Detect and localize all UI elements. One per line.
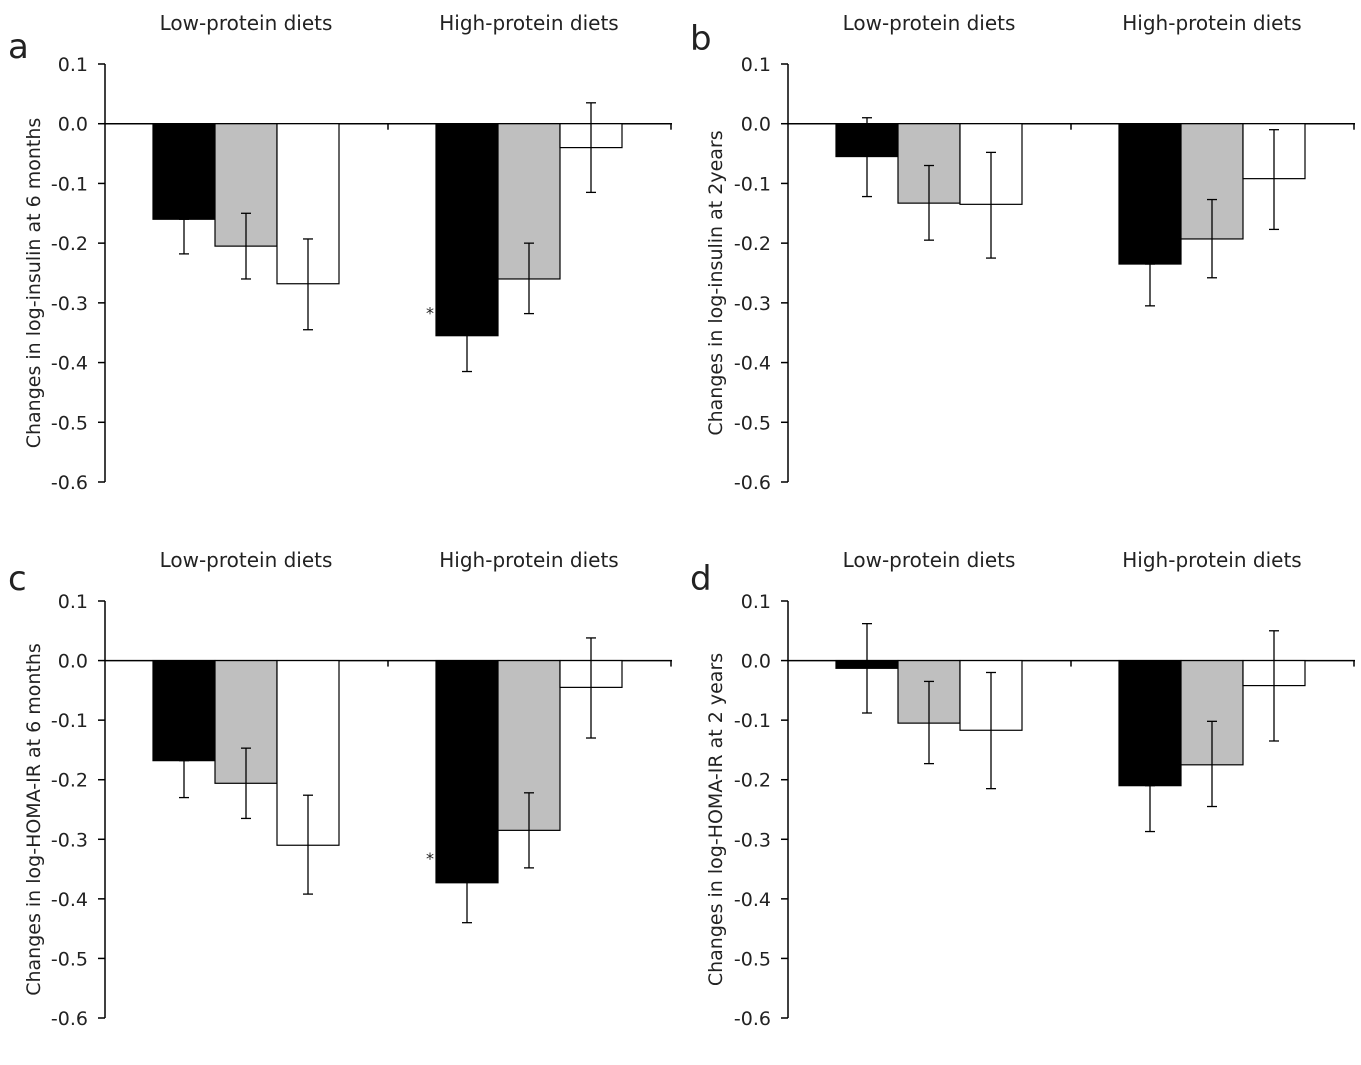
- y-tick-label: -0.2: [51, 233, 88, 255]
- y-tick-label: -0.5: [734, 412, 771, 434]
- y-tick-label: -0.3: [51, 293, 88, 315]
- significance-marker: *: [426, 849, 434, 868]
- y-tick-label: -0.3: [51, 829, 88, 851]
- y-axis-label: Changes in log-HOMA-IR at 6 months: [23, 643, 45, 996]
- panel-letter: c: [8, 559, 27, 599]
- y-tick-label: -0.3: [734, 293, 771, 315]
- y-tick-label: -0.2: [734, 233, 771, 255]
- y-tick-label: -0.1: [734, 173, 771, 195]
- y-axis-label: Changes in log-HOMA-IR at 2 years: [705, 653, 727, 986]
- category-label: Low-protein diets: [160, 11, 333, 35]
- y-tick-label: -0.4: [734, 353, 771, 375]
- panel-letter: d: [690, 559, 712, 599]
- y-tick-label: -0.1: [734, 710, 771, 732]
- y-tick-label: 0.0: [741, 114, 771, 136]
- y-tick-label: 0.1: [58, 591, 88, 613]
- panel-letter: b: [690, 19, 712, 59]
- y-tick-label: -0.5: [51, 948, 88, 970]
- significance-marker: *: [426, 303, 434, 322]
- y-tick-label: -0.6: [734, 472, 771, 494]
- y-tick-label: -0.4: [51, 353, 88, 375]
- y-axis-label: Changes in log-insulin at 6 months: [23, 118, 45, 449]
- y-tick-label: 0.1: [741, 591, 771, 613]
- bar: [152, 659, 216, 762]
- y-tick-label: -0.4: [51, 889, 88, 911]
- y-tick-label: -0.5: [51, 412, 88, 434]
- chart-panel-a: a 0.1 0.0 -0.1 -0.2 -0.3 -0.4 -0.5 -0.6 Changes i…: [8, 11, 672, 494]
- bar: [1118, 659, 1182, 787]
- category-label: Low-protein diets: [843, 11, 1016, 35]
- bar: [435, 123, 499, 337]
- y-tick-label: -0.6: [734, 1008, 771, 1030]
- chart-panel-d: d 0.1 0.0 -0.1 -0.2 -0.3 -0.4 -0.5 -0.6 Changes i…: [690, 548, 1355, 1030]
- y-tick-label: -0.1: [51, 173, 88, 195]
- panel-letter: a: [8, 27, 29, 67]
- y-tick-label: 0.0: [741, 651, 771, 673]
- y-tick-label: 0.1: [58, 54, 88, 76]
- y-axis-label: Changes in log-insulin at 2years: [705, 130, 727, 435]
- category-label: High-protein diets: [1122, 11, 1301, 35]
- y-tick-label: -0.5: [734, 948, 771, 970]
- y-tick-label: 0.0: [58, 651, 88, 673]
- category-label: High-protein diets: [439, 548, 618, 572]
- category-label: Low-protein diets: [160, 548, 333, 572]
- bar: [152, 123, 216, 220]
- y-tick-label: -0.6: [51, 1008, 88, 1030]
- y-tick-label: 0.0: [58, 114, 88, 136]
- category-label: High-protein diets: [1122, 548, 1301, 572]
- y-tick-label: -0.1: [51, 710, 88, 732]
- y-tick-label: -0.6: [51, 472, 88, 494]
- chart-panel-b: b 0.1 0.0 -0.1 -0.2 -0.3 -0.4 -0.5 -0.6 Changes i…: [690, 11, 1355, 494]
- y-tick-label: -0.3: [734, 829, 771, 851]
- y-tick-label: -0.2: [734, 770, 771, 792]
- y-tick-label: -0.4: [734, 889, 771, 911]
- y-tick-label: 0.1: [741, 54, 771, 76]
- category-label: High-protein diets: [439, 11, 618, 35]
- category-label: Low-protein diets: [843, 548, 1016, 572]
- y-tick-label: -0.2: [51, 770, 88, 792]
- chart-panel-c: c 0.1 0.0 -0.1 -0.2 -0.3 -0.4 -0.5 -0.6 Changes i…: [8, 548, 672, 1030]
- bar: [1118, 123, 1182, 265]
